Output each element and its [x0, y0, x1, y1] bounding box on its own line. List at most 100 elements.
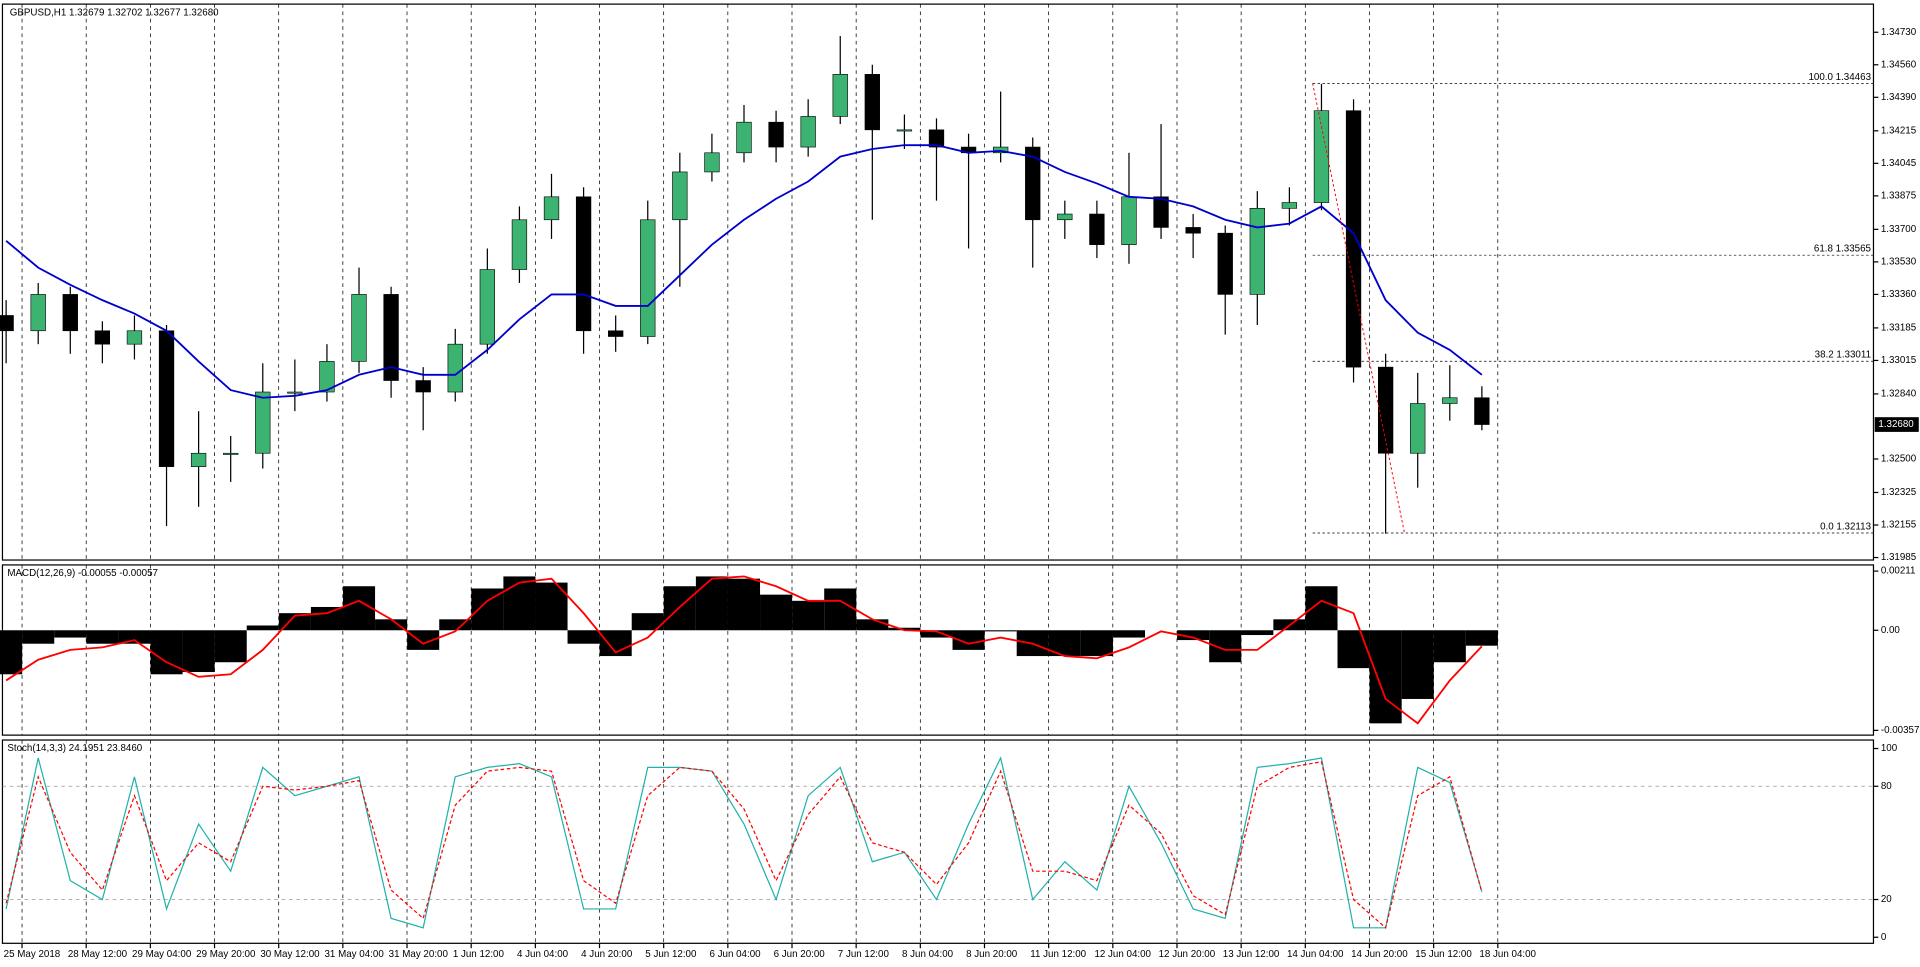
macd-bar — [0, 630, 23, 675]
candle-body — [30, 294, 46, 332]
x-tick-label: 12 Jun 20:00 — [1159, 949, 1216, 960]
candle-body — [736, 121, 752, 154]
y-tick-label: 1.33700 — [1881, 224, 1917, 235]
y-tick-label: 80 — [1881, 781, 1892, 792]
macd-bar — [567, 630, 600, 644]
y-tick-label: 1.32500 — [1881, 454, 1917, 465]
macd-bar — [86, 630, 119, 644]
candle-body — [1153, 196, 1169, 228]
x-tick-label: 31 May 20:00 — [389, 949, 449, 960]
x-tick-label: 4 Jun 04:00 — [517, 949, 569, 960]
x-tick-label: 25 May 2018 — [4, 949, 61, 960]
macd-bar — [1401, 630, 1434, 699]
macd-bar — [407, 630, 440, 650]
candle-body — [575, 196, 592, 332]
macd-bar — [727, 578, 761, 631]
y-tick-label: 1.31985 — [1881, 552, 1917, 563]
x-tick-label: 6 Jun 04:00 — [709, 949, 761, 960]
candle-body — [993, 146, 1009, 154]
candle-body — [1121, 196, 1137, 245]
y-tick-label: 1.32325 — [1881, 487, 1917, 498]
macd-bar — [214, 630, 247, 663]
candle-body — [1057, 213, 1073, 221]
y-tick-label: 1.33015 — [1881, 355, 1917, 366]
macd-bar — [1369, 630, 1402, 724]
grid — [2, 4, 1874, 944]
y-tick-label: 1.34560 — [1881, 59, 1917, 70]
x-tick-label: 14 Jun 04:00 — [1287, 949, 1344, 960]
y-tick-label: 20 — [1881, 894, 1892, 905]
y-tick-label: 1.34045 — [1881, 158, 1917, 169]
x-tick-label: 18 Jun 04:00 — [1479, 949, 1536, 960]
x-tick-label: 14 Jun 20:00 — [1351, 949, 1408, 960]
macd-bar — [920, 630, 953, 638]
candle-body — [126, 330, 143, 345]
macd-bar — [1305, 586, 1338, 631]
fib-label: 100.0 1.34463 — [1808, 72, 1871, 83]
macd-bar — [246, 625, 279, 631]
candle-body — [255, 391, 271, 454]
macd-bar — [1112, 630, 1146, 638]
fib-trend — [1312, 83, 1405, 534]
macd-bar — [1337, 630, 1370, 669]
x-tick-label: 30 May 12:00 — [260, 949, 320, 960]
macd-bar — [1080, 630, 1113, 657]
x-tick-label: 4 Jun 20:00 — [581, 949, 633, 960]
x-tick-label: 28 May 12:00 — [68, 949, 128, 960]
macd-signal — [5, 575, 1483, 725]
y-tick-label: 0.00 — [1881, 625, 1901, 636]
macd-bar — [1433, 630, 1466, 663]
macd-bar — [984, 630, 1017, 632]
candle-body — [319, 361, 335, 393]
macd-bar — [375, 619, 408, 631]
macd-bar — [760, 594, 793, 631]
candle-body — [447, 343, 463, 393]
stoch-pane — [1, 739, 1875, 944]
macd-bar — [631, 613, 664, 631]
candle-body — [1281, 202, 1298, 209]
candle-body — [287, 391, 303, 394]
stoch-line — [5, 761, 1483, 929]
macd-bar — [824, 588, 857, 631]
macd-bar — [1177, 630, 1210, 641]
macd-bar — [118, 630, 151, 644]
y-tick-label: 1.33185 — [1881, 322, 1917, 333]
x-tick-label: 1 Jun 12:00 — [453, 949, 505, 960]
candle-body — [1410, 403, 1426, 454]
candle-body — [1089, 213, 1105, 245]
x-tick-label: 13 Jun 12:00 — [1223, 949, 1280, 960]
y-tick-label: 1.34215 — [1881, 125, 1917, 136]
y-tick-label: 0 — [1881, 932, 1887, 943]
candle-body — [543, 196, 560, 221]
candle-body — [928, 129, 945, 148]
x-tick-label: 11 Jun 12:00 — [1030, 949, 1086, 960]
candle-body — [223, 452, 239, 455]
macd-bar — [182, 630, 215, 673]
macd-bar — [439, 619, 472, 631]
macd-pane — [1, 564, 1875, 736]
candle-body — [1345, 110, 1362, 368]
candle-body — [1442, 397, 1458, 404]
macd-bar — [503, 576, 536, 631]
macd-bar — [952, 630, 985, 650]
chart-title: GBPUSD,H1 1.32679 1.32702 1.32677 1.3268… — [10, 7, 219, 18]
macd-bar — [695, 576, 728, 631]
candle-body — [190, 452, 207, 467]
macd-bar — [54, 630, 87, 638]
x-tick-label: 8 Jun 20:00 — [966, 949, 1018, 960]
macd-bar — [856, 619, 889, 631]
candle-body — [640, 219, 656, 337]
y-tick-label: 1.33530 — [1881, 256, 1917, 267]
macd-bar — [888, 627, 921, 631]
x-tick-label: 5 Jun 12:00 — [645, 949, 697, 960]
macd-bar — [310, 606, 343, 631]
marks — [0, 36, 1874, 929]
x-tick-label: 31 May 04:00 — [324, 949, 384, 960]
candle-body — [896, 129, 913, 132]
y-tick-label: 1.32840 — [1881, 389, 1917, 400]
candle-body — [0, 315, 14, 332]
candle-body — [1377, 366, 1394, 454]
stoch-title: Stoch(14,3,3) 24.1951 23.8460 — [7, 743, 142, 754]
